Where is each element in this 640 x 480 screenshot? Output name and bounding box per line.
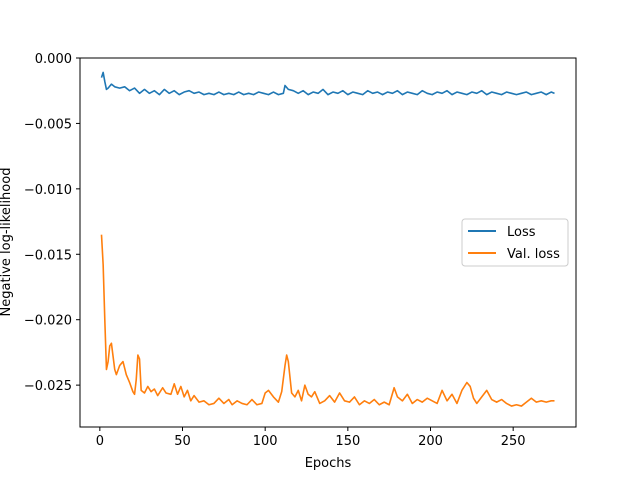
x-tick-label: 50 bbox=[174, 434, 191, 449]
plot-area bbox=[79, 57, 577, 428]
x-tick-label: 150 bbox=[335, 434, 360, 449]
series-layer bbox=[100, 71, 555, 407]
x-axis: 0 50 100 150 200 250 bbox=[96, 427, 526, 449]
y-tick-label: −0.025 bbox=[24, 379, 72, 394]
x-tick-label: 200 bbox=[418, 434, 443, 449]
y-tick-label: −0.010 bbox=[24, 183, 72, 198]
series-line-val-loss bbox=[100, 234, 555, 407]
x-tick-label: 100 bbox=[253, 434, 278, 449]
legend: Loss Val. loss bbox=[461, 218, 569, 267]
y-tick-label: −0.005 bbox=[24, 117, 72, 132]
y-tick-label: −0.015 bbox=[24, 248, 72, 263]
y-tick-label: 0.000 bbox=[35, 52, 72, 67]
y-axis: 0.000 −0.005 −0.010 −0.015 −0.020 −0.025 bbox=[24, 52, 80, 394]
legend-label-val-loss: Val. loss bbox=[507, 247, 560, 262]
x-tick-label: 0 bbox=[96, 434, 104, 449]
x-tick-label: 250 bbox=[501, 434, 526, 449]
plot-frame bbox=[79, 57, 577, 428]
legend-label-loss: Loss bbox=[507, 225, 536, 240]
y-tick-label: −0.020 bbox=[24, 314, 72, 329]
y-axis-title: Negative log-likelihood bbox=[0, 168, 14, 317]
x-axis-title: Epochs bbox=[305, 456, 352, 471]
series-line-loss bbox=[100, 71, 555, 96]
